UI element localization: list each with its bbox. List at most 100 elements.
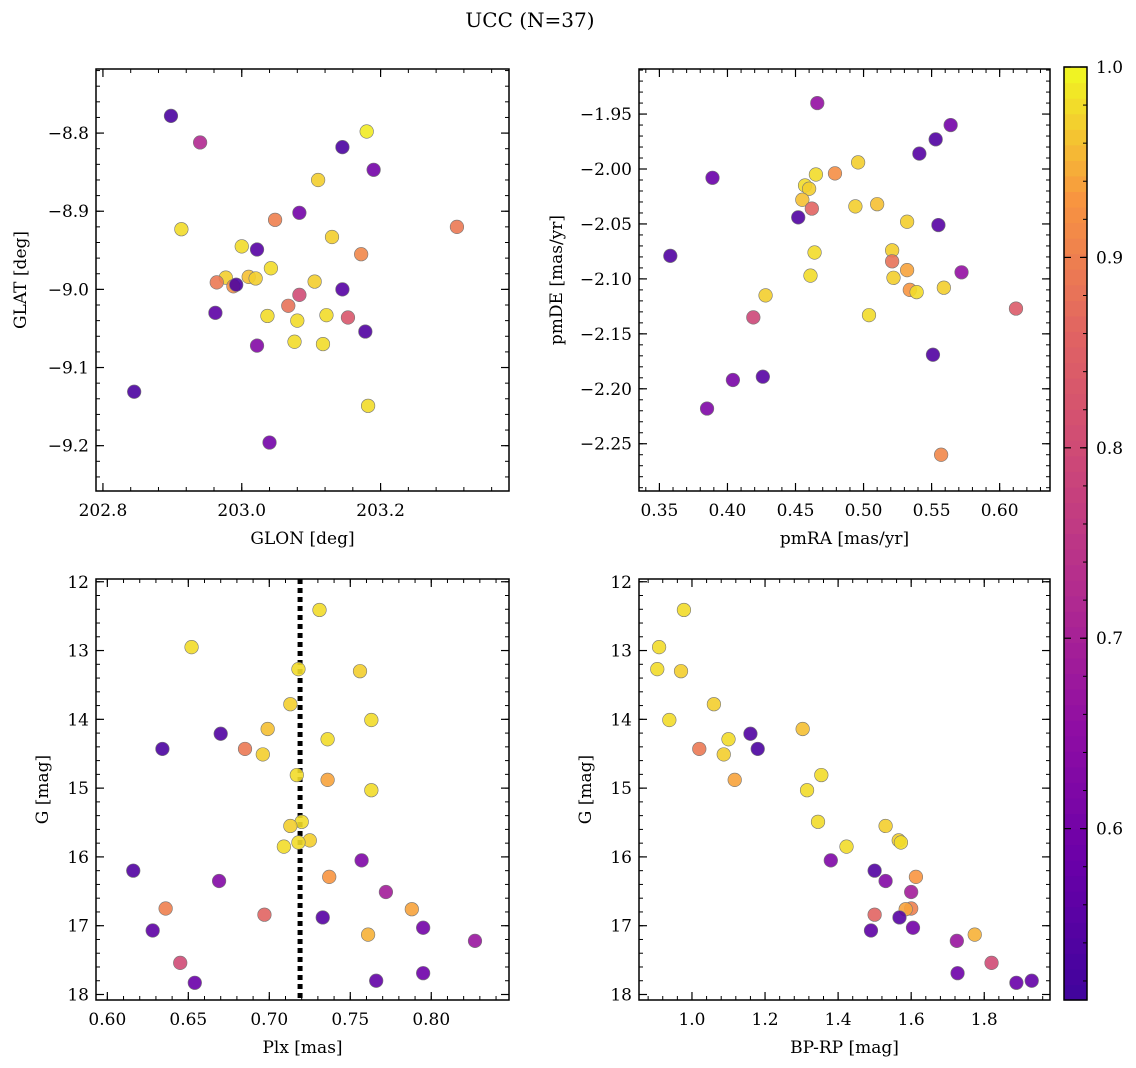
x-tick-label: 203.2 bbox=[356, 501, 405, 521]
scatter-point bbox=[931, 217, 946, 233]
scatter-point bbox=[795, 192, 810, 207]
scatter-point bbox=[292, 205, 307, 220]
scatter-point bbox=[260, 308, 275, 324]
panel-bottom-left: 0.60 0.65 0.70 0.75 0.80 12 13 14 15 16 17 18 Plx [m… bbox=[33, 573, 510, 1058]
colorbar-segment bbox=[1064, 922, 1087, 939]
scatter-point bbox=[743, 726, 758, 741]
scatter-point bbox=[900, 263, 915, 278]
scatter-point bbox=[281, 298, 296, 313]
colorbar-segment bbox=[1064, 735, 1087, 752]
colorbar-segment bbox=[1064, 502, 1087, 519]
colorbar-tick-label: 0.6 bbox=[1096, 820, 1123, 840]
scatter-point bbox=[262, 435, 277, 450]
colorbar-segment bbox=[1064, 67, 1087, 84]
scatter-point bbox=[263, 261, 279, 276]
scatter-point bbox=[755, 369, 770, 384]
scatter-point bbox=[967, 927, 982, 942]
scatter-point bbox=[307, 274, 322, 289]
y-tick-label: 13 bbox=[610, 642, 632, 662]
scatter-point bbox=[364, 783, 379, 798]
scatter-point bbox=[863, 923, 879, 938]
scatter-point bbox=[867, 907, 882, 922]
scatter-point bbox=[886, 270, 901, 285]
scatter-point bbox=[260, 721, 275, 737]
scatter-point bbox=[908, 869, 924, 884]
colorbar-segment bbox=[1064, 269, 1087, 286]
scatter-point bbox=[354, 853, 369, 868]
colorbar-segment bbox=[1064, 98, 1087, 115]
colorbar-frame bbox=[1063, 66, 1088, 1001]
colorbar-segment bbox=[1064, 844, 1087, 861]
scatter-point bbox=[340, 310, 356, 325]
colorbar-segment bbox=[1064, 284, 1087, 301]
colorbar-segment bbox=[1064, 160, 1087, 177]
scatter-point bbox=[943, 117, 958, 133]
scatter-point bbox=[416, 966, 431, 981]
x-tick-label: 1.2 bbox=[752, 1010, 779, 1030]
scatter-point bbox=[676, 602, 692, 618]
y-tick-label: 13 bbox=[67, 642, 89, 662]
scatter-point bbox=[823, 853, 838, 868]
x-tick-label: 1.6 bbox=[898, 1010, 925, 1030]
scatter-point bbox=[312, 602, 327, 618]
colorbar-segment bbox=[1064, 331, 1087, 348]
scatter-point bbox=[799, 783, 815, 798]
scatter-point bbox=[292, 287, 307, 302]
scatter-point bbox=[803, 268, 818, 283]
y-tick-label: 16 bbox=[610, 848, 632, 868]
colorbar-segment bbox=[1064, 657, 1087, 675]
colorbar-segment bbox=[1064, 891, 1087, 908]
scatter-point bbox=[467, 933, 483, 948]
scatter-point bbox=[950, 966, 965, 981]
colorbar-tick-label: 0.7 bbox=[1096, 629, 1123, 649]
y-tick-label: 18 bbox=[610, 985, 632, 1005]
scatter-point bbox=[229, 277, 244, 292]
y-tick-label: −9.2 bbox=[48, 437, 89, 457]
y-tick-label: −2.10 bbox=[580, 270, 632, 290]
y-tick-label: 18 bbox=[67, 985, 89, 1005]
scatter-point bbox=[289, 767, 304, 783]
colorbar-segment bbox=[1064, 206, 1087, 224]
colorbar-segment bbox=[1064, 440, 1087, 457]
scatter-point bbox=[807, 245, 822, 260]
scatter-point bbox=[354, 247, 369, 262]
colorbar-tick-label: 0.8 bbox=[1096, 439, 1123, 459]
colorbar-segment bbox=[1064, 517, 1087, 535]
scatter-point bbox=[173, 955, 188, 970]
y-tick-label: 12 bbox=[610, 573, 632, 593]
scatter-point bbox=[954, 265, 969, 280]
y-tick-label: −2.05 bbox=[580, 215, 632, 235]
y-tick-label: 17 bbox=[610, 917, 632, 937]
panels: 202.8 203.0 203.2 −8.8 −8.9 −9.0 −9.1 −9.2 GLON … bbox=[11, 68, 1051, 1058]
scatter-point bbox=[187, 975, 202, 990]
scatter-point bbox=[1008, 301, 1024, 316]
scatter-point bbox=[291, 662, 306, 677]
scatter-point bbox=[848, 199, 863, 214]
scatter-point bbox=[725, 372, 741, 388]
scatter-point bbox=[290, 313, 305, 328]
scatter-point bbox=[808, 167, 824, 182]
x-tick-label: 202.8 bbox=[79, 501, 128, 521]
scatter-point bbox=[936, 280, 951, 295]
scatter-point bbox=[404, 902, 419, 917]
scatter-point bbox=[369, 973, 384, 988]
x-axis-label: BP-RP [mag] bbox=[790, 1038, 899, 1058]
scatter-point bbox=[193, 135, 208, 150]
scatter-point bbox=[810, 95, 825, 111]
scatter-point bbox=[126, 863, 141, 878]
scatter-point bbox=[311, 172, 326, 188]
x-tick-label: 0.55 bbox=[913, 501, 951, 521]
scatter-point bbox=[267, 212, 283, 227]
figure-title: UCC (N=37) bbox=[465, 8, 594, 32]
scatter-point bbox=[127, 384, 142, 399]
colorbar-segment bbox=[1064, 797, 1087, 814]
colorbar-segment bbox=[1064, 315, 1087, 332]
scatter-point bbox=[650, 662, 665, 677]
colorbar-segment bbox=[1064, 222, 1087, 239]
y-tick-label: −2.00 bbox=[580, 160, 632, 180]
colorbar-segment bbox=[1064, 751, 1087, 768]
scatter-point bbox=[892, 910, 907, 925]
scatter-point bbox=[283, 818, 298, 834]
colorbar-segment bbox=[1064, 642, 1087, 659]
scatter-point bbox=[900, 214, 915, 229]
